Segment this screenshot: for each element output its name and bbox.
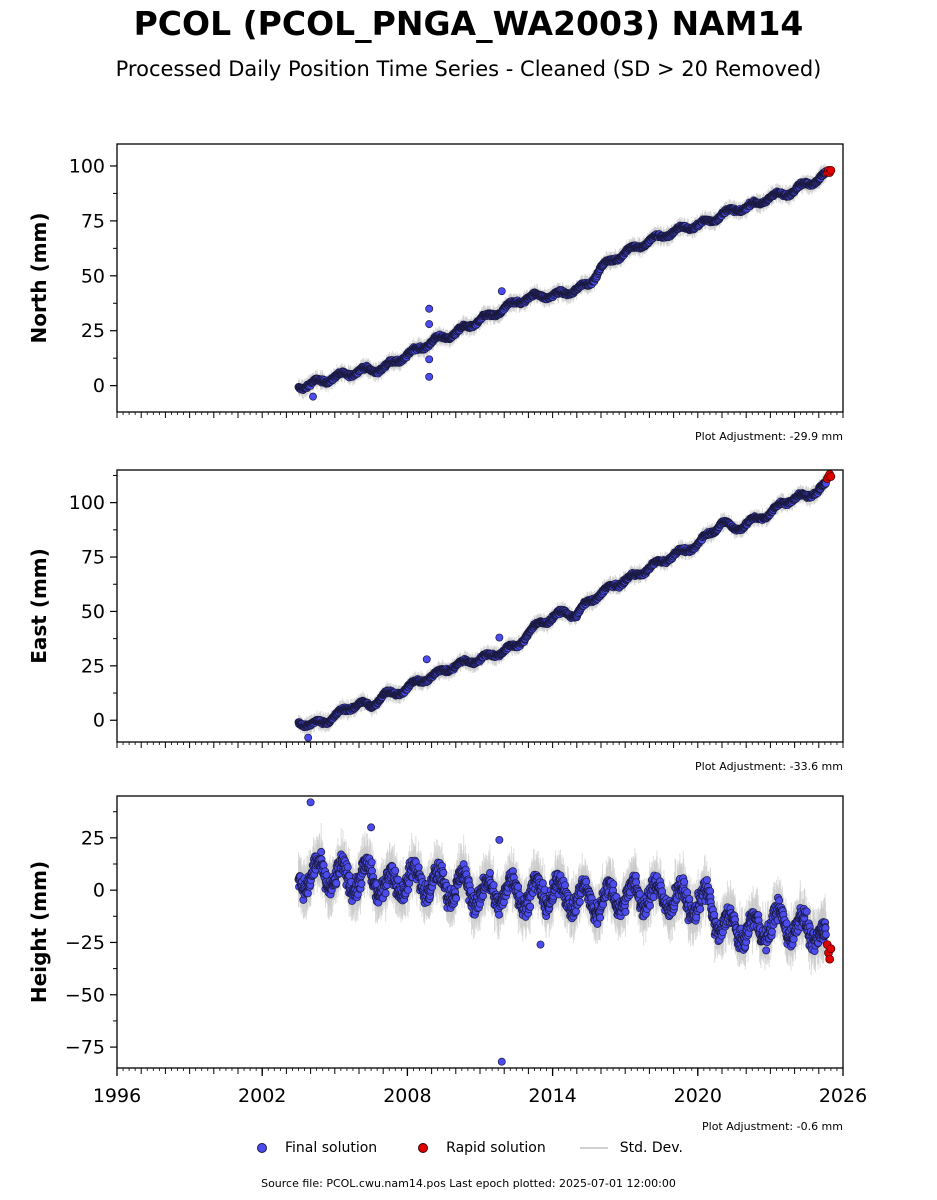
- outlier-point: [425, 355, 434, 364]
- plot-area-east: [294, 470, 836, 742]
- outlier-point: [425, 372, 434, 381]
- y-tick-label: 0: [93, 375, 105, 397]
- page-subtitle: Processed Daily Position Time Series - C…: [115, 57, 822, 81]
- y-axis-label: North (mm): [27, 212, 51, 343]
- outlier-point: [425, 304, 434, 313]
- plot-adjustment-label: Plot Adjustment: -29.9 mm: [695, 430, 843, 443]
- rapid-solution-point: [826, 166, 836, 175]
- outlier-point: [425, 320, 434, 329]
- y-tick-label: 100: [69, 155, 105, 177]
- page-title: PCOL (PCOL_PNGA_WA2003) NAM14: [133, 4, 804, 43]
- outlier-point: [309, 392, 317, 401]
- outlier-point: [497, 287, 506, 296]
- y-tick-label: 50: [81, 265, 105, 287]
- plot-area-north: [294, 163, 836, 401]
- y-tick-label: 25: [81, 320, 105, 342]
- panel-north: 0 25 50 75 100 North (mm) Plot Adjustment: -29…: [27, 143, 844, 443]
- panel-frame: [116, 143, 844, 413]
- y-tick-label: 75: [81, 210, 105, 232]
